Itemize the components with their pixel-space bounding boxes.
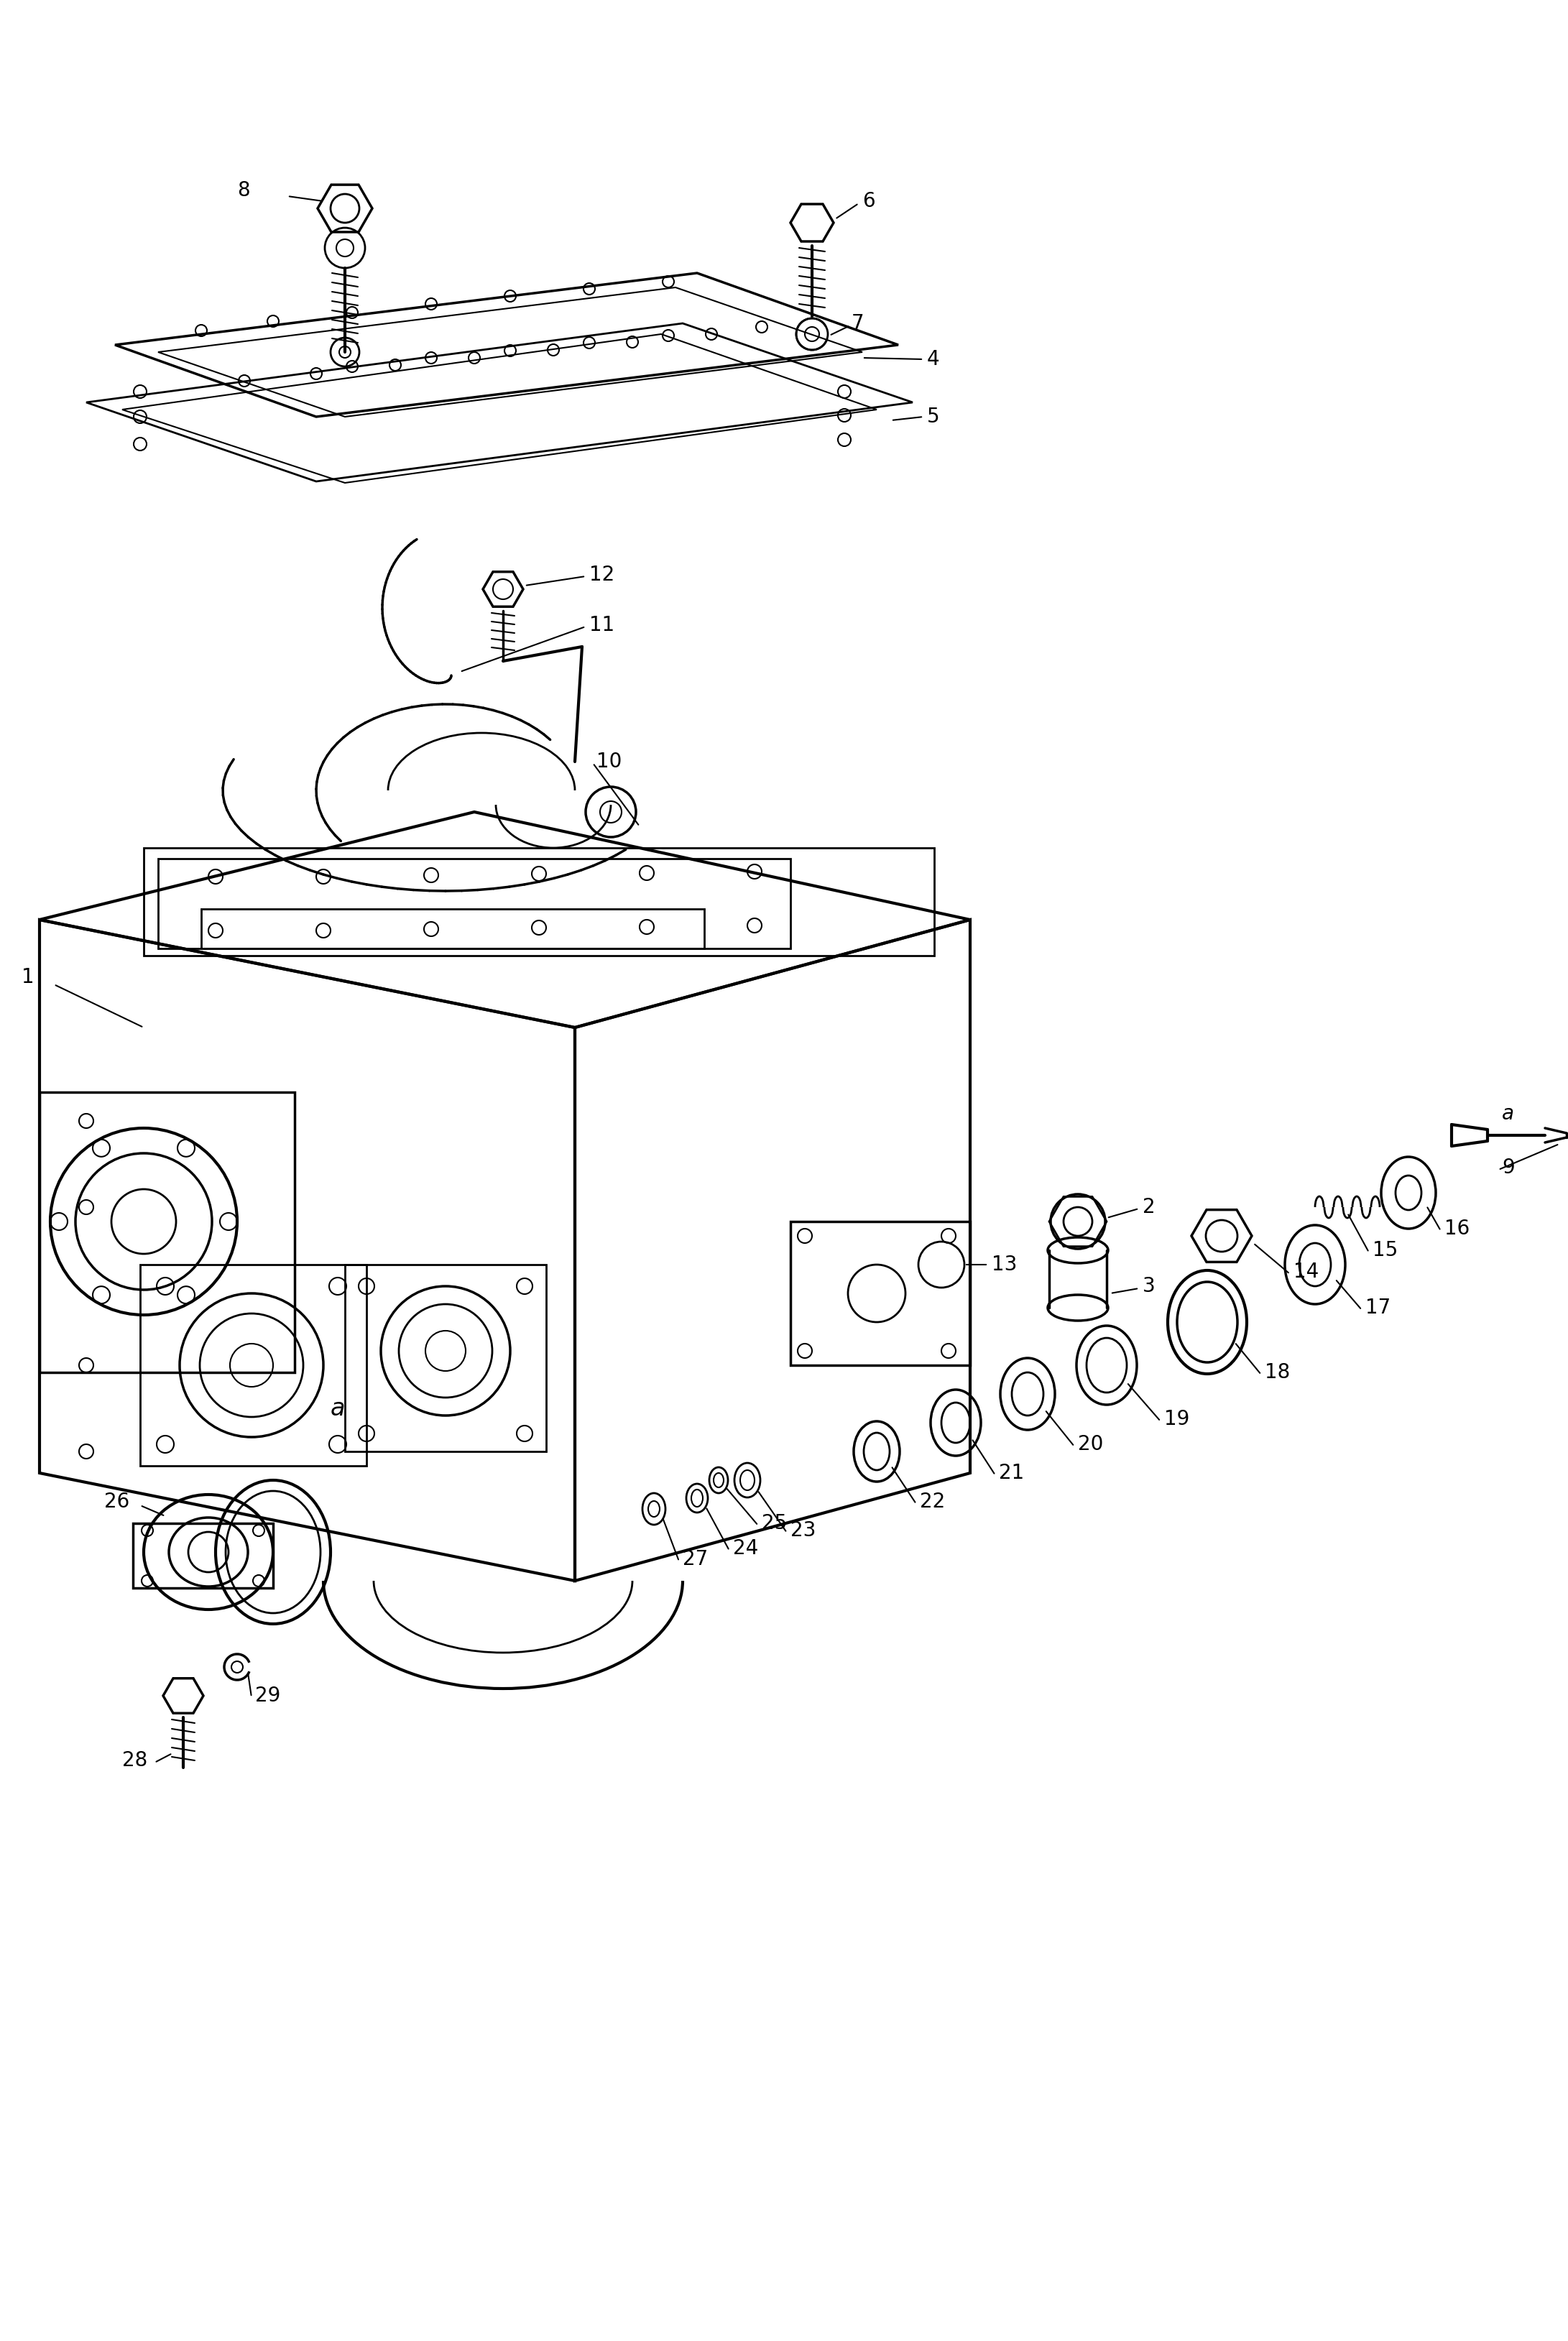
Text: 12: 12 [590, 564, 615, 585]
Text: 6: 6 [862, 192, 875, 211]
Text: 17: 17 [1366, 1297, 1391, 1318]
Text: 15: 15 [1372, 1241, 1397, 1259]
Text: 8: 8 [237, 180, 249, 201]
Text: 18: 18 [1265, 1362, 1290, 1384]
Text: 23: 23 [790, 1519, 815, 1540]
Text: 9: 9 [1502, 1156, 1515, 1178]
Text: 1: 1 [22, 967, 34, 988]
Text: 10: 10 [596, 751, 622, 773]
Text: 24: 24 [732, 1538, 759, 1559]
Text: 22: 22 [920, 1491, 946, 1512]
Text: a: a [1502, 1103, 1515, 1124]
Text: 3: 3 [1143, 1276, 1156, 1297]
Text: 16: 16 [1444, 1220, 1469, 1238]
Text: 26: 26 [103, 1491, 130, 1512]
Text: 11: 11 [590, 616, 615, 634]
Text: 14: 14 [1294, 1262, 1319, 1283]
Text: 2: 2 [1143, 1196, 1156, 1217]
Text: a: a [331, 1398, 345, 1421]
Text: 7: 7 [851, 314, 864, 332]
Text: 4: 4 [927, 349, 939, 370]
Text: 28: 28 [122, 1751, 147, 1770]
Text: 27: 27 [682, 1550, 709, 1568]
Text: 25: 25 [762, 1512, 787, 1533]
Text: 5: 5 [927, 407, 939, 426]
Text: 29: 29 [256, 1686, 281, 1707]
Text: 13: 13 [991, 1255, 1018, 1276]
Text: 20: 20 [1077, 1435, 1104, 1454]
Circle shape [1206, 1220, 1237, 1252]
Polygon shape [1192, 1210, 1251, 1262]
Text: 21: 21 [999, 1463, 1024, 1484]
Text: 19: 19 [1163, 1409, 1190, 1428]
